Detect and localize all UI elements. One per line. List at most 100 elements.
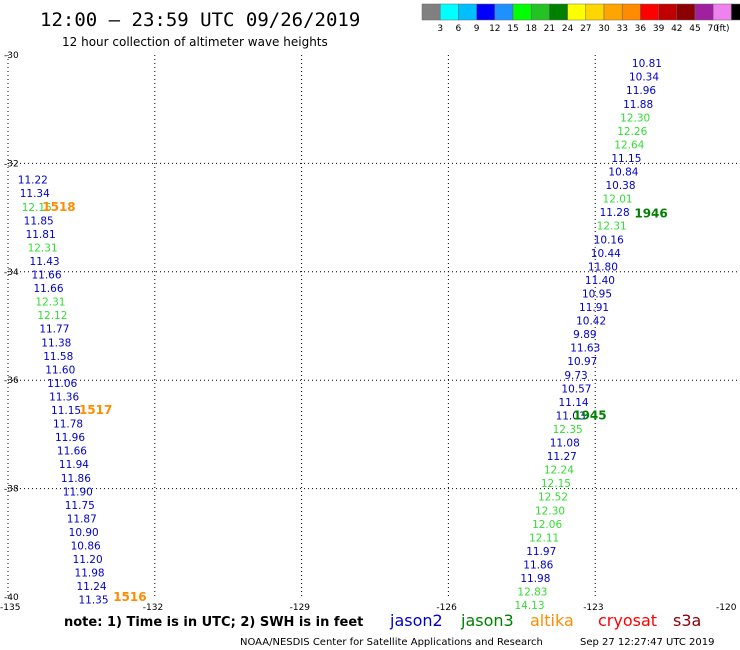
legend-value: 42 — [671, 24, 682, 34]
legend-value: 21 — [544, 24, 555, 34]
swh-point: 12.11 — [529, 532, 559, 544]
legend-swatch — [458, 3, 477, 21]
legend-swatch — [731, 3, 740, 21]
swh-point: 11.98 — [75, 568, 105, 580]
swh-point: 11.78 — [53, 419, 83, 431]
time-label: 1946 — [634, 206, 667, 220]
swh-point: 11.60 — [45, 364, 75, 376]
swh-point: 11.34 — [20, 188, 50, 200]
swh-point: 11.20 — [73, 554, 103, 566]
legend-swatch — [494, 3, 514, 21]
swh-point: 11.35 — [78, 595, 108, 607]
legend-swatch — [658, 3, 678, 21]
legend-swatch — [567, 3, 587, 21]
swh-point: 11.66 — [31, 270, 61, 282]
swh-point: 12.83 — [517, 587, 547, 599]
satellite-altika: altika — [530, 611, 574, 630]
swh-point: 9.73 — [564, 370, 587, 382]
legend-value: 3 — [437, 24, 443, 34]
legend-swatch — [585, 3, 605, 21]
swh-point: 11.96 — [626, 85, 656, 97]
legend-value: 30 — [598, 24, 610, 34]
x-tick-label: -120 — [716, 603, 737, 613]
swh-point: 11.28 — [600, 207, 630, 219]
swh-point: 11.86 — [61, 473, 91, 485]
swh-point: 11.24 — [77, 581, 107, 593]
swh-point: 11.15 — [51, 405, 81, 417]
color-legend: 3 6 9 12 15 18 21 24 27 30 33 36 39 42 45 70(ft) — [421, 3, 740, 34]
legend-swatch — [603, 3, 623, 21]
legend-value: 70 — [707, 24, 719, 34]
legend-swatch — [549, 3, 568, 21]
swh-point: 12.52 — [538, 492, 568, 504]
legend-value: 9 — [474, 24, 480, 34]
swh-point: 11.75 — [65, 500, 95, 512]
swh-point: 11.66 — [33, 283, 63, 295]
legend-value: 12 — [489, 24, 500, 34]
swh-point: 10.16 — [594, 234, 624, 246]
swh-point: 12.24 — [544, 465, 574, 477]
swh-point: 12.35 — [553, 424, 583, 436]
chart-subtitle: 12 hour collection of altimeter wave hei… — [62, 35, 328, 49]
swh-point: 11.96 — [55, 432, 85, 444]
legend-value: 6 — [456, 24, 462, 34]
swh-point: 11.06 — [47, 378, 77, 390]
time-label: 1517 — [79, 403, 112, 417]
legend-swatch — [439, 3, 459, 21]
satellite-cryosat: cryosat — [598, 611, 657, 630]
swh-point: 11.40 — [585, 275, 615, 287]
swh-point: 11.38 — [41, 337, 71, 349]
swh-point: 12.31 — [35, 297, 65, 309]
satellite-jason2: jason2 — [389, 611, 443, 630]
x-tick-label: -129 — [290, 603, 311, 613]
swh-point: 10.97 — [567, 356, 597, 368]
swh-point: 11.27 — [547, 451, 577, 463]
swh-point: 12.15 — [22, 202, 52, 214]
satellite-legend: jason2 jason3 altika cryosat s3a — [389, 611, 701, 630]
footer-timestamp: Sep 27 12:27:47 UTC 2019 — [580, 637, 714, 648]
footer-note: note: 1) Time is in UTC; 2) SWH is in fe… — [64, 615, 363, 630]
swh-point: 12.26 — [617, 126, 647, 138]
legend-swatch — [476, 3, 496, 21]
y-tick-label: -36 — [4, 376, 19, 386]
swh-point: 12.31 — [28, 242, 58, 254]
swh-point: 12.01 — [603, 194, 633, 206]
chart-title: 12:00 – 23:59 UTC 09/26/2019 — [40, 9, 360, 31]
swh-point: 11.97 — [526, 546, 556, 558]
swh-point: 11.03 — [556, 410, 586, 422]
swh-point: 10.38 — [605, 180, 635, 192]
swh-point: 11.08 — [550, 438, 580, 450]
swh-point: 10.81 — [632, 58, 662, 70]
swh-point: 14.13 — [514, 600, 544, 612]
swh-point: 10.84 — [608, 167, 638, 179]
swh-point: 11.15 — [611, 153, 641, 165]
x-tick-label: -132 — [143, 603, 163, 613]
y-tick-label: -34 — [4, 268, 19, 278]
swh-point: 10.95 — [582, 288, 612, 300]
legend-value: 36 — [635, 24, 647, 34]
legend-swatch — [694, 3, 714, 21]
swh-point: 10.44 — [591, 248, 621, 260]
legend-value: 27 — [580, 24, 591, 34]
swh-point: 12.31 — [597, 221, 627, 233]
legend-swatch — [530, 3, 550, 21]
swh-point: 11.36 — [49, 391, 79, 403]
swh-point: 10.86 — [71, 541, 101, 553]
swh-point: 12.30 — [535, 505, 565, 517]
x-tick-label: -135 — [0, 603, 20, 613]
time-label: 1516 — [113, 590, 146, 604]
swh-point: 11.90 — [63, 486, 93, 498]
x-tick-label: -123 — [583, 603, 603, 613]
legend-value: 18 — [525, 24, 537, 34]
legend-swatch — [676, 3, 696, 21]
swh-point: 9.89 — [573, 329, 596, 341]
swh-point: 11.66 — [57, 446, 87, 458]
legend-value: 24 — [562, 24, 574, 34]
legend-swatch — [640, 3, 659, 21]
footer-credit: NOAA/NESDIS Center for Satellite Applica… — [240, 637, 543, 648]
y-tick-label: -38 — [4, 485, 19, 495]
swh-point: 11.80 — [588, 261, 618, 273]
swh-point: 11.91 — [579, 302, 609, 314]
satellite-jason3: jason3 — [460, 611, 514, 630]
time-label: 1945 — [573, 408, 606, 422]
